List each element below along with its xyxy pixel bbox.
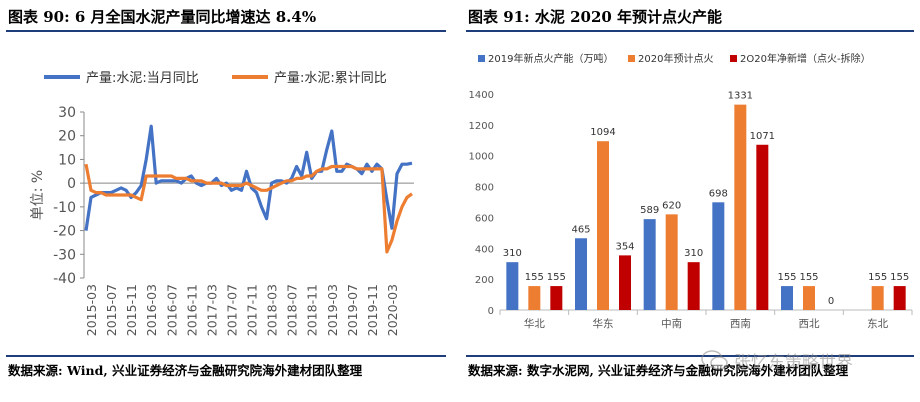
bar-2 (665, 214, 678, 310)
x-tick-label: 2016-07 (164, 284, 179, 336)
bar-1 (712, 202, 725, 310)
category-label: 华东 (593, 317, 614, 330)
x-tick-label: 2015-03 (84, 284, 99, 336)
bar-1 (781, 286, 793, 310)
category-label: 西南 (730, 317, 751, 330)
bar-chart: 2019年新点火产能（万吨） 2020年预计点火 2O20年净新增（点火-拆除） 0 2… (469, 52, 913, 330)
wechat-icon (701, 350, 728, 370)
left-data-source: 数据来源: Wind, 兴业证券经济与金融研究院海外建材团队整理 (8, 363, 363, 378)
y-tick-label: 0 (67, 176, 76, 192)
bar-value-label: 155 (890, 272, 909, 283)
bar-2 (803, 286, 815, 310)
y-tick-label: 30 (58, 105, 76, 121)
bar-value-label: 310 (503, 248, 522, 259)
y-tick-label: 20 (58, 129, 76, 145)
bar-value-label: 155 (799, 272, 818, 283)
x-tick-label: 2018-03 (265, 284, 280, 336)
y-tick-label: -20 (53, 224, 76, 240)
left-title-rule (6, 30, 446, 32)
x-tick-label: 2019-07 (345, 284, 360, 336)
right-chart-title: 图表 91: 水泥 2020 年预计点火产能 (468, 8, 723, 26)
bar-value-label: 1094 (590, 127, 615, 138)
x-tick-label: 2019-11 (365, 284, 380, 336)
x-tick-label: 2017-03 (204, 284, 219, 336)
right-title-rule (466, 30, 914, 32)
bar-3 (550, 286, 563, 310)
y-tick-label: 1400 (469, 90, 494, 101)
y-tick-label: 200 (475, 275, 494, 286)
bar-value-label: 354 (615, 241, 634, 252)
y-tick-label: 600 (475, 213, 494, 224)
bar-value-label: 155 (547, 272, 566, 283)
legend-label-1: 产量:水泥:当月同比 (86, 71, 199, 86)
bar-3 (687, 262, 700, 310)
left-source-rule (6, 355, 446, 357)
bar-3 (893, 286, 906, 310)
bar-2 (871, 286, 884, 310)
x-tick-label: 2017-07 (224, 284, 239, 336)
y-tick-label: -40 (53, 271, 76, 287)
bar-value-label: 1331 (728, 91, 753, 102)
x-tick-label: 2019-03 (325, 284, 340, 336)
legend-label-2: 2020年预计点火 (638, 52, 713, 65)
y-tick-label: -10 (53, 200, 76, 216)
bar-1 (506, 262, 519, 310)
left-chart-title: 图表 90: 6 月全国水泥产量同比增速达 8.4% (8, 8, 317, 26)
bar-3 (619, 255, 631, 310)
legend-label-2: 产量:水泥:累计同比 (274, 71, 387, 86)
bar-value-label: 310 (684, 248, 703, 259)
category-label: 西北 (799, 318, 820, 330)
x-tick-label: 2017-11 (245, 284, 260, 336)
bar-value-label: 1071 (750, 131, 775, 142)
category-label: 中南 (661, 317, 682, 330)
bar-value-label: 155 (868, 272, 887, 283)
bar-2 (597, 141, 609, 310)
bar-value-label: 589 (640, 205, 659, 216)
x-tick-label: 2015-11 (124, 284, 139, 336)
y-tick-label: -30 (53, 247, 76, 263)
x-tick-label: 2018-11 (305, 284, 320, 336)
x-tick-label: 2018-07 (285, 284, 300, 336)
y-axis-title: 单位: % (30, 170, 46, 220)
right-source-rule (466, 355, 914, 357)
category-label: 东北 (867, 317, 889, 330)
bar-3 (756, 144, 769, 310)
legend-label-1: 2019年新点火产能（万吨） (488, 52, 613, 65)
right-chart-panel: 图表 91: 水泥 2020 年预计点火产能 2019年新点火产能（万吨） 202… (460, 0, 920, 402)
bar-value-label: 155 (777, 272, 796, 283)
bar-value-label: 0 (828, 296, 834, 307)
bar-value-label: 465 (571, 224, 590, 235)
legend-label-3: 2O20年净新增（点火-拆除） (740, 52, 871, 65)
series-line-1 (84, 124, 413, 231)
bar-1 (575, 238, 587, 310)
legend-swatch-3 (730, 55, 737, 62)
y-tick-label: 0 (488, 306, 494, 317)
legend-swatch-1 (478, 55, 485, 62)
y-tick-label: 10 (58, 152, 76, 168)
x-tick-label: 2020-03 (385, 284, 400, 336)
x-tick-label: 2016-03 (144, 284, 159, 336)
line-chart: 产量:水泥:当月同比 产量:水泥:累计同比 30 20 10 0 -10 -20 -30 -40 单… (30, 71, 414, 336)
y-tick-label: 1200 (469, 121, 494, 132)
legend-swatch-2 (628, 55, 635, 62)
bar-value-label: 620 (662, 200, 681, 211)
bar-2 (528, 286, 541, 310)
category-label: 华北 (524, 317, 546, 330)
watermark: 张忆东策略世界 (700, 348, 910, 373)
series-line-2 (84, 163, 413, 254)
bar-2 (734, 104, 747, 310)
bar-value-label: 698 (709, 188, 728, 199)
x-tick-label: 2016-11 (184, 284, 199, 336)
bar-1 (643, 219, 656, 310)
y-tick-label: 800 (475, 183, 494, 194)
y-tick-label: 400 (475, 244, 494, 255)
bar-value-label: 155 (525, 272, 544, 283)
watermark-text: 张忆东策略世界 (734, 353, 853, 373)
x-tick-label: 2015-07 (104, 284, 119, 336)
left-chart-panel: 图表 90: 6 月全国水泥产量同比增速达 8.4% 产量:水泥:当月同比 产量:… (0, 0, 452, 402)
y-tick-label: 1000 (469, 152, 494, 163)
right-data-source: 数据来源: 数字水泥网, 兴业证券经济与金融研究院海外建材团队整理 (468, 363, 849, 378)
